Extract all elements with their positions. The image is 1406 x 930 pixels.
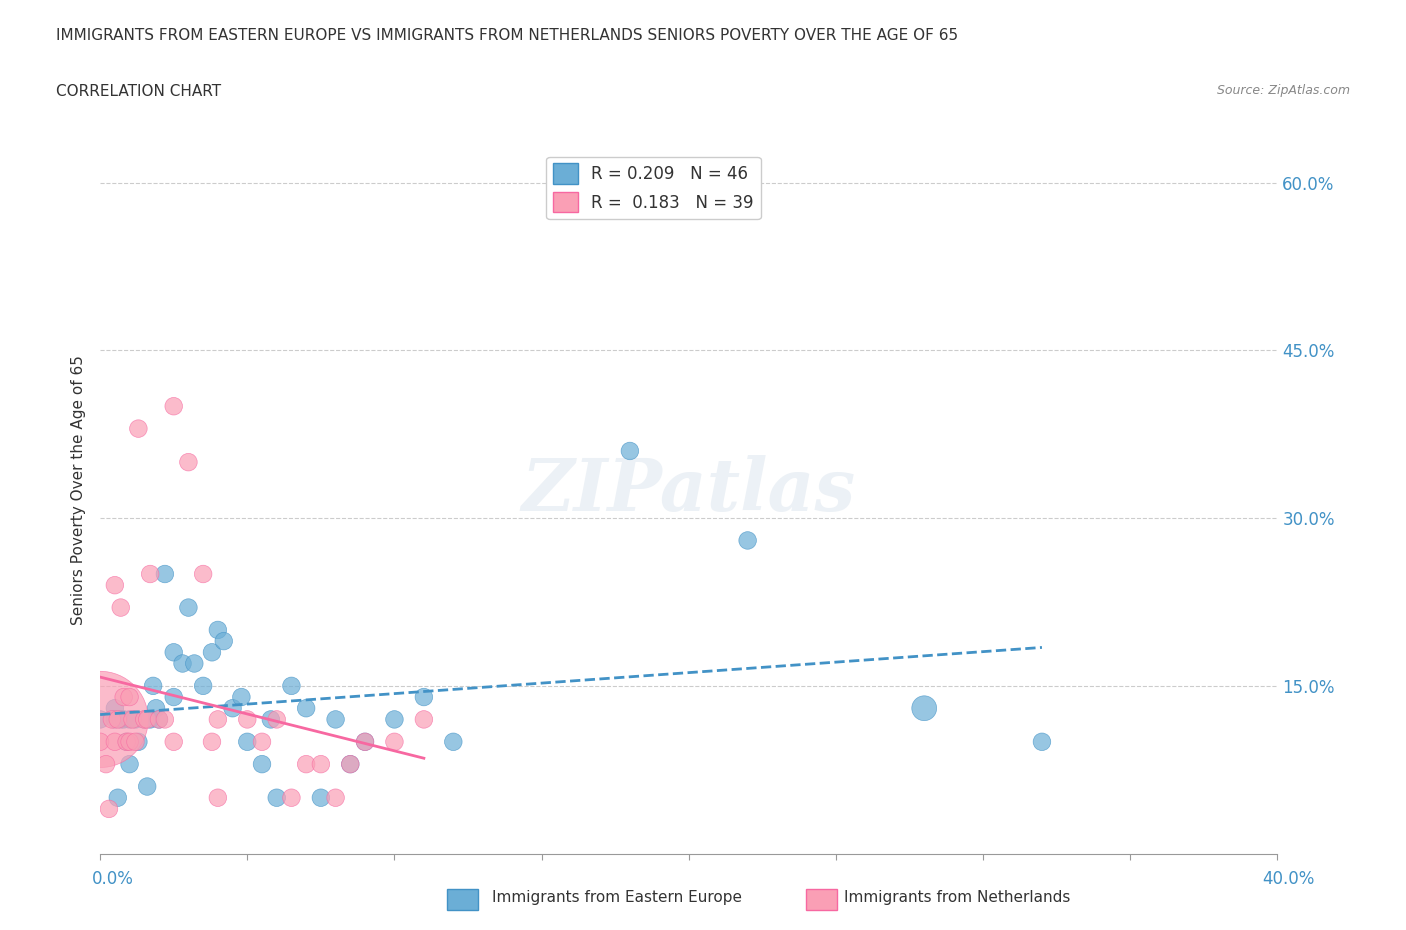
- Point: [148, 712, 170, 727]
- Text: CORRELATION CHART: CORRELATION CHART: [56, 84, 221, 99]
- Point: [89, 712, 111, 727]
- Point: [295, 701, 318, 716]
- Point: [115, 735, 138, 750]
- Point: [384, 712, 406, 727]
- Point: [280, 790, 302, 805]
- Point: [139, 566, 162, 581]
- Point: [107, 712, 129, 727]
- Point: [163, 690, 186, 705]
- Point: [153, 566, 176, 581]
- Point: [207, 790, 229, 805]
- Point: [127, 421, 149, 436]
- Point: [112, 712, 135, 727]
- Point: [118, 735, 141, 750]
- Point: [412, 690, 434, 705]
- Point: [134, 712, 156, 727]
- Point: [110, 712, 132, 727]
- Text: 40.0%: 40.0%: [1263, 870, 1315, 888]
- Point: [107, 790, 129, 805]
- Point: [354, 735, 377, 750]
- Point: [115, 735, 138, 750]
- Point: [163, 735, 186, 750]
- Point: [153, 712, 176, 727]
- Text: Immigrants from Eastern Europe: Immigrants from Eastern Europe: [492, 890, 742, 905]
- Point: [250, 757, 273, 772]
- Point: [191, 678, 214, 693]
- Point: [101, 712, 124, 727]
- Y-axis label: Seniors Poverty Over the Age of 65: Seniors Poverty Over the Age of 65: [72, 355, 86, 625]
- Point: [384, 735, 406, 750]
- Point: [1031, 735, 1053, 750]
- Point: [145, 701, 167, 716]
- Point: [148, 712, 170, 727]
- Point: [134, 712, 156, 727]
- Point: [139, 712, 162, 727]
- Point: [260, 712, 283, 727]
- Point: [118, 712, 141, 727]
- Point: [104, 735, 127, 750]
- Point: [325, 790, 347, 805]
- Text: 0.0%: 0.0%: [91, 870, 134, 888]
- Point: [201, 735, 224, 750]
- Point: [94, 757, 117, 772]
- Point: [309, 757, 332, 772]
- Point: [118, 690, 141, 705]
- Point: [177, 600, 200, 615]
- Point: [236, 735, 259, 750]
- Point: [207, 712, 229, 727]
- Point: [354, 735, 377, 750]
- Text: Immigrants from Netherlands: Immigrants from Netherlands: [844, 890, 1070, 905]
- Point: [201, 644, 224, 659]
- Point: [236, 712, 259, 727]
- Point: [619, 444, 641, 458]
- Point: [89, 735, 111, 750]
- Point: [163, 644, 186, 659]
- Point: [191, 566, 214, 581]
- Point: [309, 790, 332, 805]
- Point: [177, 455, 200, 470]
- Point: [136, 712, 159, 727]
- Point: [212, 633, 235, 648]
- Point: [97, 802, 120, 817]
- Point: [266, 790, 288, 805]
- Legend: R = 0.209   N = 46, R =  0.183   N = 39: R = 0.209 N = 46, R = 0.183 N = 39: [547, 157, 761, 219]
- Point: [124, 735, 146, 750]
- Point: [124, 712, 146, 727]
- Text: ZIPatlas: ZIPatlas: [522, 455, 856, 525]
- Point: [737, 533, 759, 548]
- Point: [121, 712, 143, 727]
- Point: [295, 757, 318, 772]
- Point: [112, 690, 135, 705]
- Point: [142, 678, 165, 693]
- Point: [231, 690, 253, 705]
- Point: [325, 712, 347, 727]
- Point: [127, 735, 149, 750]
- Point: [104, 701, 127, 716]
- Point: [339, 757, 361, 772]
- Point: [172, 656, 194, 671]
- Text: Source: ZipAtlas.com: Source: ZipAtlas.com: [1216, 84, 1350, 97]
- Point: [912, 701, 935, 716]
- Point: [136, 779, 159, 794]
- Point: [104, 578, 127, 592]
- Point: [183, 656, 205, 671]
- Point: [221, 701, 243, 716]
- Point: [163, 399, 186, 414]
- Point: [110, 600, 132, 615]
- Point: [441, 735, 464, 750]
- Point: [89, 712, 111, 727]
- Point: [118, 757, 141, 772]
- Point: [250, 735, 273, 750]
- Point: [266, 712, 288, 727]
- Point: [339, 757, 361, 772]
- Point: [104, 712, 127, 727]
- Point: [207, 622, 229, 637]
- Point: [412, 712, 434, 727]
- Point: [280, 678, 302, 693]
- Text: IMMIGRANTS FROM EASTERN EUROPE VS IMMIGRANTS FROM NETHERLANDS SENIORS POVERTY OV: IMMIGRANTS FROM EASTERN EUROPE VS IMMIGR…: [56, 28, 959, 43]
